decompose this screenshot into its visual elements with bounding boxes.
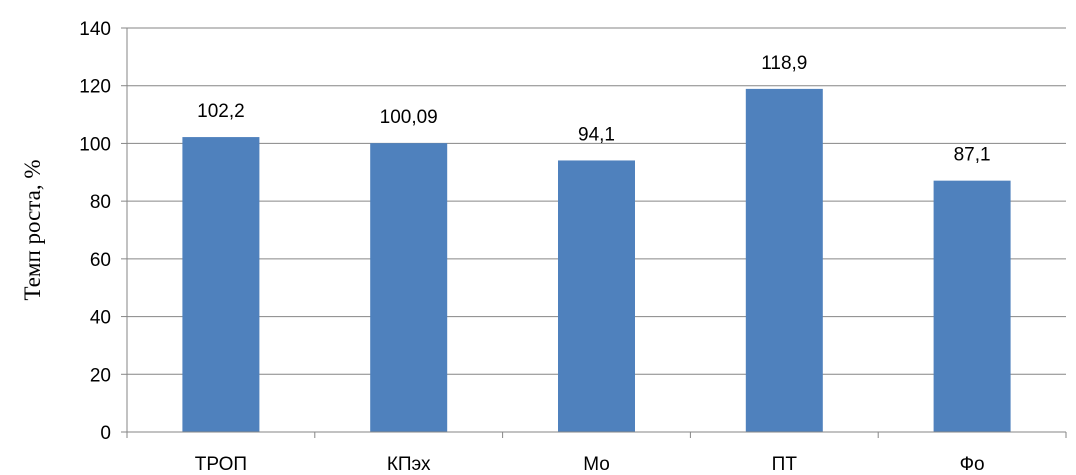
x-tick-label: Мо [583, 454, 610, 475]
y-tick-label: 60 [90, 250, 111, 271]
y-tick-label: 80 [90, 192, 111, 213]
x-tick-label: КПэх [387, 454, 431, 475]
y-tick-label: 40 [90, 308, 111, 329]
y-axis-ticks: 0 20 40 60 80 100 120 140 [79, 19, 128, 444]
bar [933, 180, 1011, 432]
data-label: 100,09 [380, 107, 438, 128]
data-label: 94,1 [578, 124, 615, 145]
x-tick-label: ТРОП [195, 454, 247, 475]
y-tick-label: 100 [79, 134, 111, 155]
y-tick-label: 120 [79, 77, 111, 98]
data-label: 102,2 [197, 101, 245, 122]
x-axis: ТРОП КПэх Мо ПТ Фо [126, 431, 1067, 475]
x-tick-label: Фо [960, 454, 985, 475]
data-label: 118,9 [761, 53, 807, 74]
y-tick-label: 20 [90, 365, 111, 386]
bar [558, 160, 635, 432]
bar [745, 88, 823, 432]
y-tick-label: 140 [79, 19, 111, 40]
bar [370, 143, 448, 432]
data-label: 87,1 [954, 145, 991, 166]
y-axis-title: Темп роста, % [20, 160, 45, 301]
bars [182, 88, 1011, 432]
bar [182, 137, 260, 432]
y-tick-label: 0 [100, 423, 111, 444]
x-tick-label: ПТ [772, 454, 798, 475]
data-labels: 102,2 100,09 94,1 118,9 87,1 [197, 53, 990, 166]
